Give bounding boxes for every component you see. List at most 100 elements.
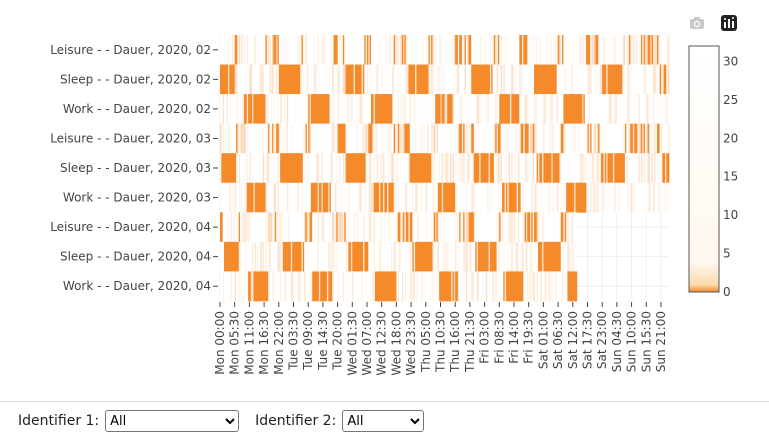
heatmap-cell [618,64,620,95]
heatmap-cell [612,94,615,124]
heatmap-cell [318,123,321,154]
heatmap-cell [664,153,667,184]
heatmap-cell [499,241,502,272]
heatmap-cell [447,64,449,95]
heatmap-cell [261,182,264,213]
heatmap-cell [539,64,542,95]
heatmap-cell [428,123,431,154]
heatmap-cell [540,271,543,302]
heatmap-cell [221,123,224,154]
heatmap-cell [364,94,367,124]
identifier2-select[interactable]: All [342,410,425,432]
heatmap-cell [528,182,531,213]
heatmap-cell [276,212,278,243]
heatmap-cell [435,153,437,184]
heatmap-cell [362,182,365,213]
heatmap-cell [388,35,391,65]
identifier1-select[interactable]: All [105,410,240,432]
heatmap-cell [548,123,551,154]
heatmap-cell [666,94,669,124]
heatmap-cell [399,212,401,243]
heatmap-cell [413,212,416,243]
heatmap-cell [226,123,229,154]
heatmap-cell [313,271,316,302]
heatmap-cell [459,123,461,154]
heatmap-cell [305,153,308,184]
heatmap-cell [220,153,222,184]
heatmap-cell [352,271,355,302]
heatmap-cell [286,212,289,243]
heatmap-cell [515,94,518,124]
heatmap-cell [346,182,349,213]
heatmap-cell [574,35,576,65]
heatmap-cell [310,94,313,124]
heatmap-cell [368,35,371,65]
heatmap-cell [224,35,226,65]
heatmap-cell [483,153,485,184]
heatmap-cell [349,153,352,184]
heatmap-cell [535,271,538,302]
heatmap-cell [272,153,274,184]
heatmap-cell [451,64,453,95]
heatmap-cell [509,182,512,213]
heatmap-cell [383,123,385,154]
heatmap-cell [420,271,423,302]
heatmap-cell [587,94,590,124]
heatmap-cell [277,35,280,65]
heatmap-cell [542,212,544,243]
heatmap-cell [564,241,567,272]
heatmap-cell [556,35,559,65]
heatmap-cell [511,153,514,184]
heatmap-cell [224,241,226,272]
heatmap-cell [289,153,292,184]
heatmap-cell [304,271,306,302]
heatmap-cell [294,123,297,154]
heatmap-cell [318,271,321,302]
heatmap-cell [282,153,285,184]
heatmap-cell [411,35,413,65]
heatmap-cell [230,271,233,302]
heatmap-cell [316,241,318,272]
heatmap-cell [515,212,518,243]
heatmap-cell [496,94,499,124]
heatmap-cell [598,123,600,154]
heatmap-cell [634,182,636,213]
heatmap-cell [463,182,465,213]
heatmap-cell [611,35,614,65]
heatmap-cell [288,271,290,302]
heatmap-cell [479,153,481,184]
heatmap-cell [361,64,364,95]
heatmap-cell [467,35,469,65]
heatmap-cell [431,123,433,154]
heatmap-cell [513,123,516,154]
heatmap-cell [460,94,463,124]
heatmap-cell [658,94,661,124]
heatmap-cell [619,94,622,124]
camera-icon[interactable] [688,14,706,32]
heatmap-cell [663,123,666,154]
heatmap-cell [373,64,376,95]
heatmap-cell [578,35,580,65]
heatmap-cell [477,153,480,184]
heatmap-cell [439,212,441,243]
heatmap-cell [662,153,665,184]
heatmap-cell [527,64,530,95]
heatmap-cell [667,123,670,154]
plotly-logo-icon[interactable] [720,14,738,32]
heatmap-cell [488,271,491,302]
heatmap-cell [312,64,314,95]
heatmap-cell [229,212,232,243]
heatmap-cell [516,35,519,65]
heatmap-cell [558,153,560,184]
heatmap-cell [559,182,562,213]
heatmap-cell [252,123,254,154]
heatmap-cell [252,182,254,213]
heatmap-cell [436,212,439,243]
heatmap-cell [571,182,574,213]
heatmap-cell [372,153,375,184]
heatmap-cell [400,94,403,124]
heatmap-cell [344,271,347,302]
heatmap-cell [467,212,469,243]
heatmap-cell [300,212,302,243]
heatmap-cell [476,153,479,184]
